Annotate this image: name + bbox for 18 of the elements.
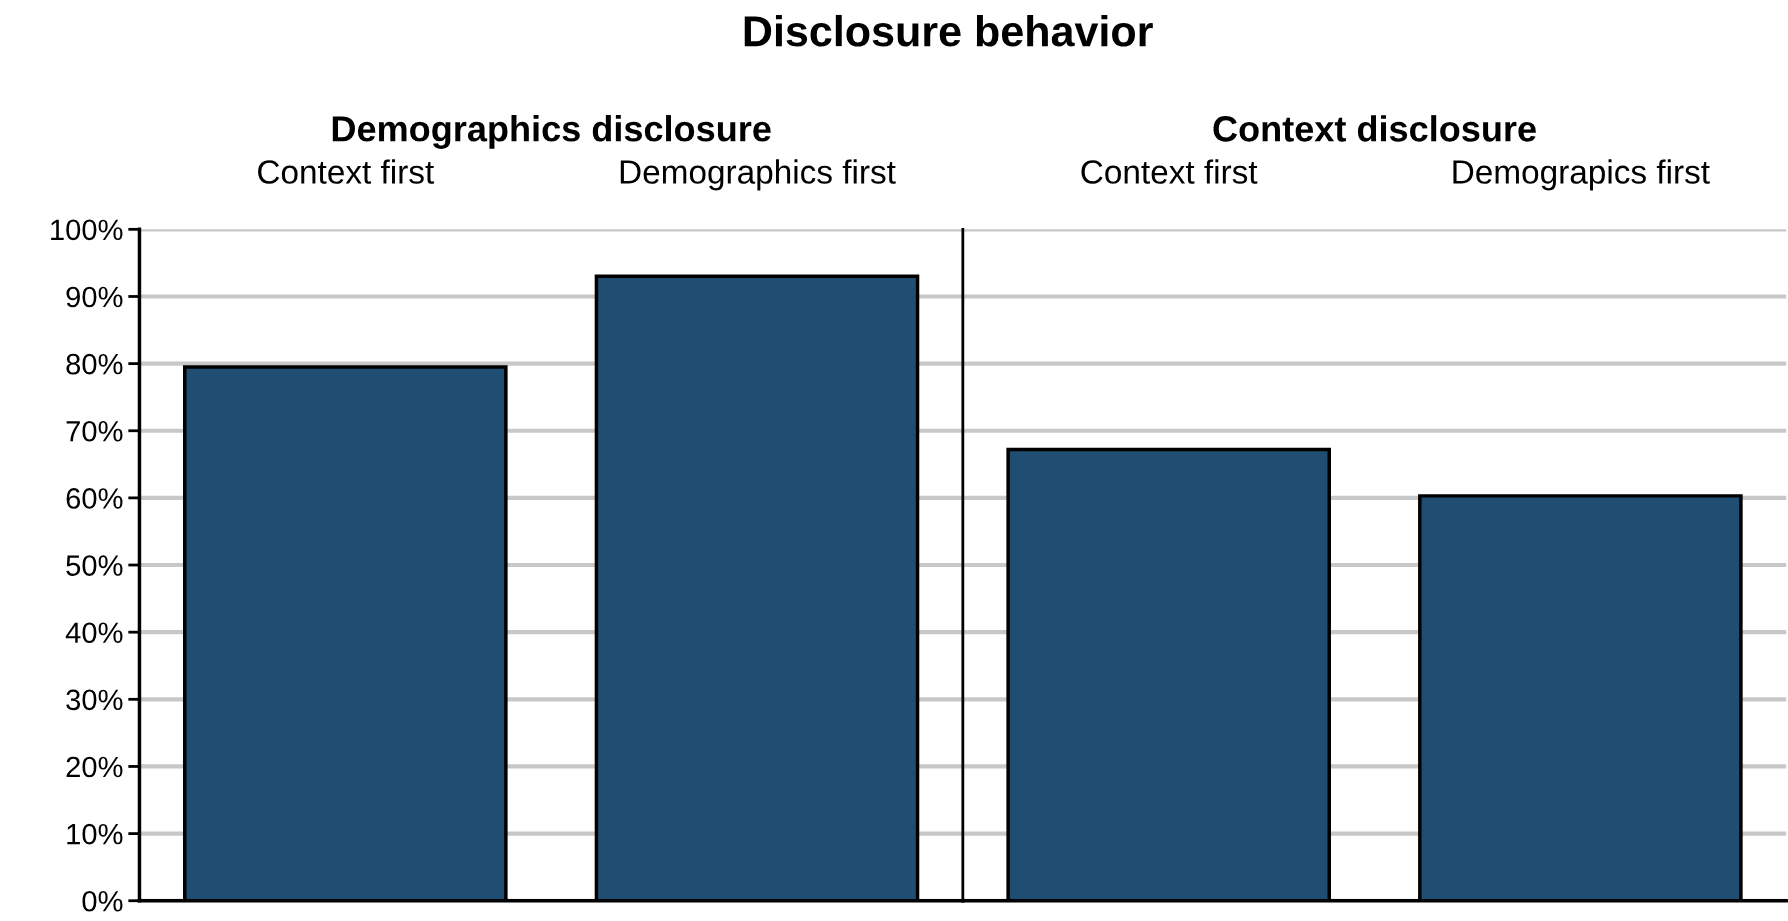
x-tick-label: Context first <box>1081 159 1258 184</box>
y-tick-label: 10% <box>67 823 123 845</box>
y-tick-label: 70% <box>66 420 123 442</box>
x-tick-label: Demographics first <box>620 159 896 191</box>
y-tick-label: 20% <box>66 756 123 778</box>
x-tick-label: Demograpics first <box>1453 159 1710 191</box>
chart-subtitle: Context disclosure <box>1213 115 1536 142</box>
y-tick-label: 60% <box>66 488 123 509</box>
y-tick-label: 80% <box>66 353 123 375</box>
chart-title: Disclosure behavior <box>744 14 1153 47</box>
y-tick-label: 40% <box>65 622 123 644</box>
y-tick-label: 90% <box>66 286 123 308</box>
x-tick-label: Context first <box>258 159 434 184</box>
chart-subtitle: Demographics disclosure <box>332 115 771 149</box>
y-tick-label: 30% <box>66 689 123 711</box>
y-tick-label: 50% <box>66 555 123 576</box>
y-tick-label: 0% <box>82 890 123 912</box>
y-tick-label: 100% <box>51 219 123 241</box>
